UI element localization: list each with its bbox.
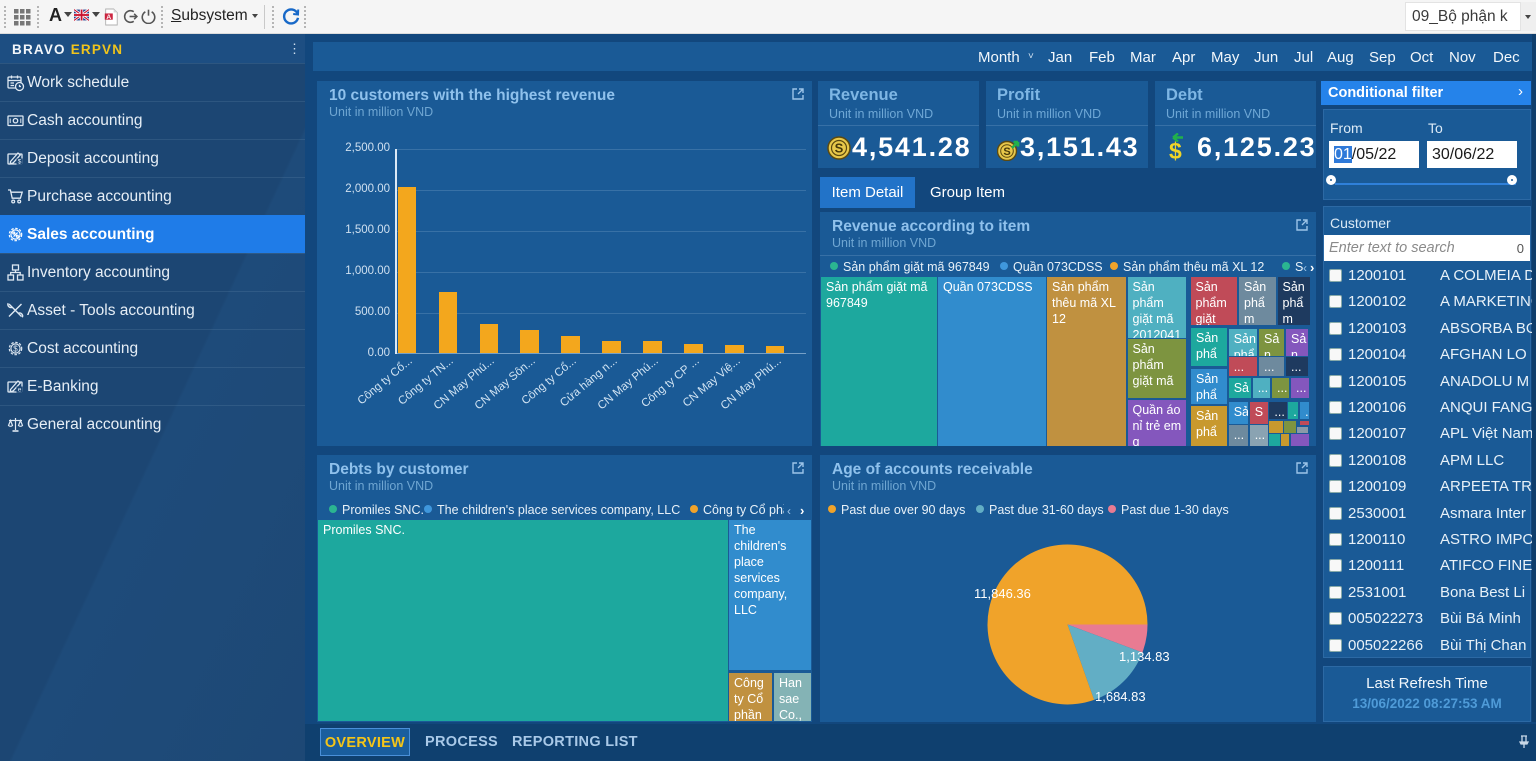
svg-text:S: S xyxy=(835,141,844,156)
svg-text:$: $ xyxy=(18,159,22,166)
svg-text:e: e xyxy=(18,387,22,394)
svg-text:$: $ xyxy=(13,345,18,354)
svg-text:A: A xyxy=(106,14,111,21)
svg-text:S: S xyxy=(1003,146,1010,158)
